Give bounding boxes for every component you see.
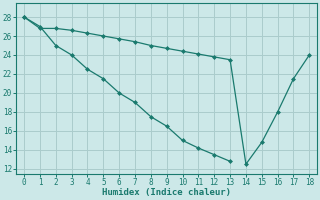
X-axis label: Humidex (Indice chaleur): Humidex (Indice chaleur) bbox=[102, 188, 231, 197]
